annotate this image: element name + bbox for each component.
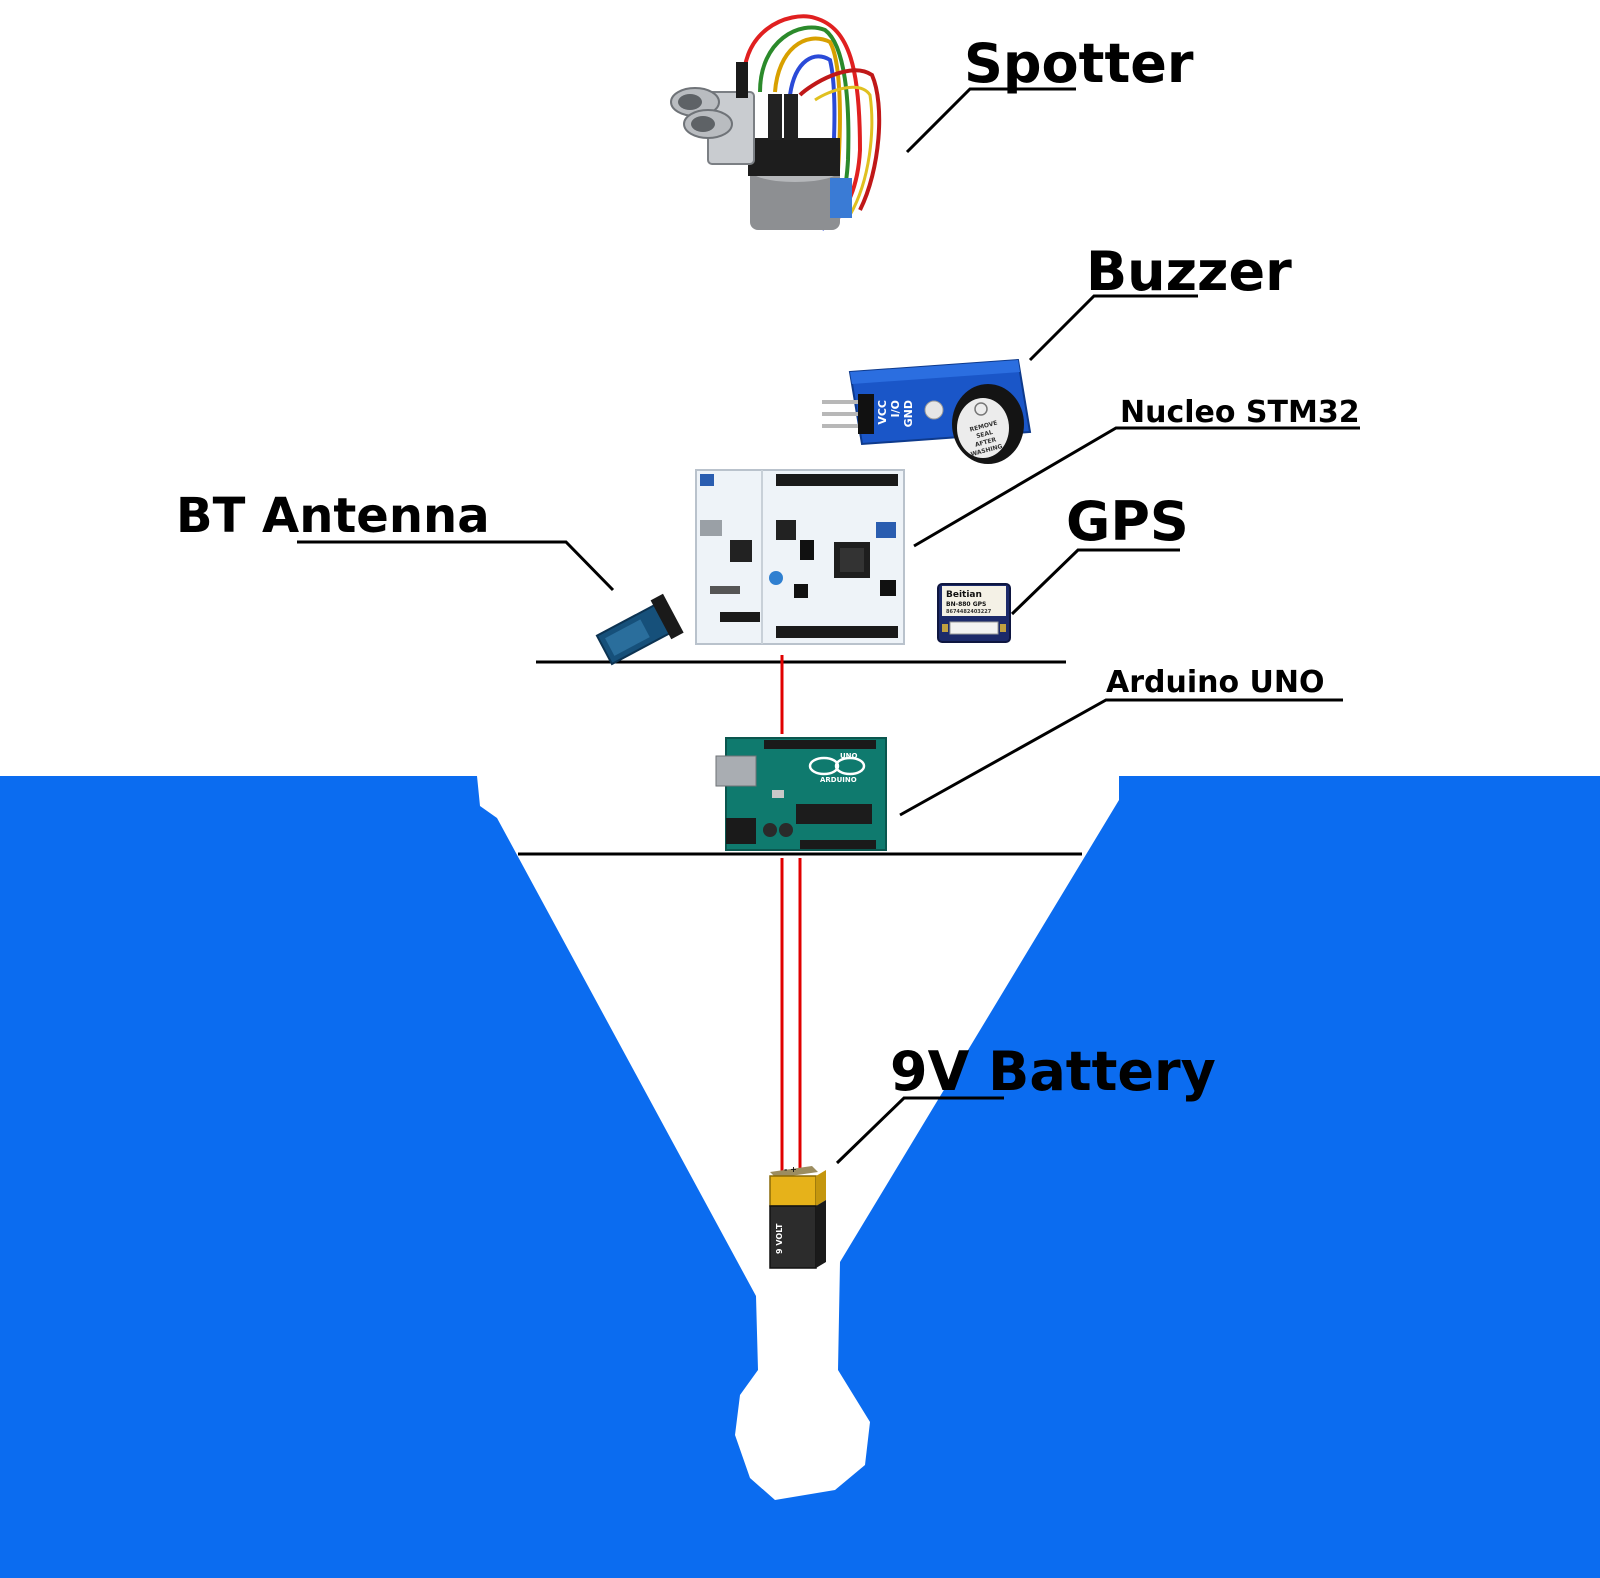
leader-arduino [899, 698, 1343, 817]
label-9v-battery: 9V Battery [890, 1040, 1216, 1103]
water-with-buoy-silhouette [0, 776, 1600, 1578]
gps-module-image: Beitian BN-880 GPS 8674482403227 [937, 583, 1011, 643]
nucleo-board-image [695, 469, 905, 645]
buzzer-seal-text: SEAL [976, 429, 994, 440]
leader-gps [1010, 548, 1180, 616]
buzzer-pin-label: VCC [876, 400, 889, 425]
spotter-image [670, 14, 882, 231]
buzzer-pin-label: I/O [889, 400, 902, 417]
arduino-brand: ARDUINO [820, 776, 857, 784]
leader-spotter [905, 87, 1076, 154]
label-arduino-uno: Arduino UNO [1106, 665, 1325, 700]
leader-bt-antenna [297, 540, 615, 592]
battery-label: 9 VOLT [775, 1223, 784, 1254]
battery-image: - + 9 VOLT [769, 1165, 826, 1269]
label-bt-antenna: BT Antenna [176, 488, 490, 544]
buzzer-pin-label: GND [902, 400, 915, 427]
label-gps: GPS [1066, 490, 1189, 553]
arduino-model: UNO [840, 752, 858, 760]
gps-serial: 8674482403227 [946, 609, 992, 615]
label-spotter: Spotter [964, 32, 1194, 95]
label-buzzer: Buzzer [1086, 240, 1292, 303]
label-nucleo-stm32: Nucleo STM32 [1120, 395, 1360, 430]
arduino-uno-image: ARDUINO UNO [715, 737, 887, 851]
leader-battery [835, 1096, 1004, 1165]
gps-model: BN-880 GPS [946, 601, 986, 608]
bt-antenna-image [595, 593, 684, 666]
leader-buzzer [1028, 294, 1198, 362]
gps-brand: Beitian [946, 590, 982, 600]
battery-terminal-marks: - + [784, 1165, 797, 1174]
leader-nucleo [913, 426, 1360, 548]
buzzer-image: VCC I/O GND REMOVE SEAL AFTER WASHING [822, 358, 1032, 464]
